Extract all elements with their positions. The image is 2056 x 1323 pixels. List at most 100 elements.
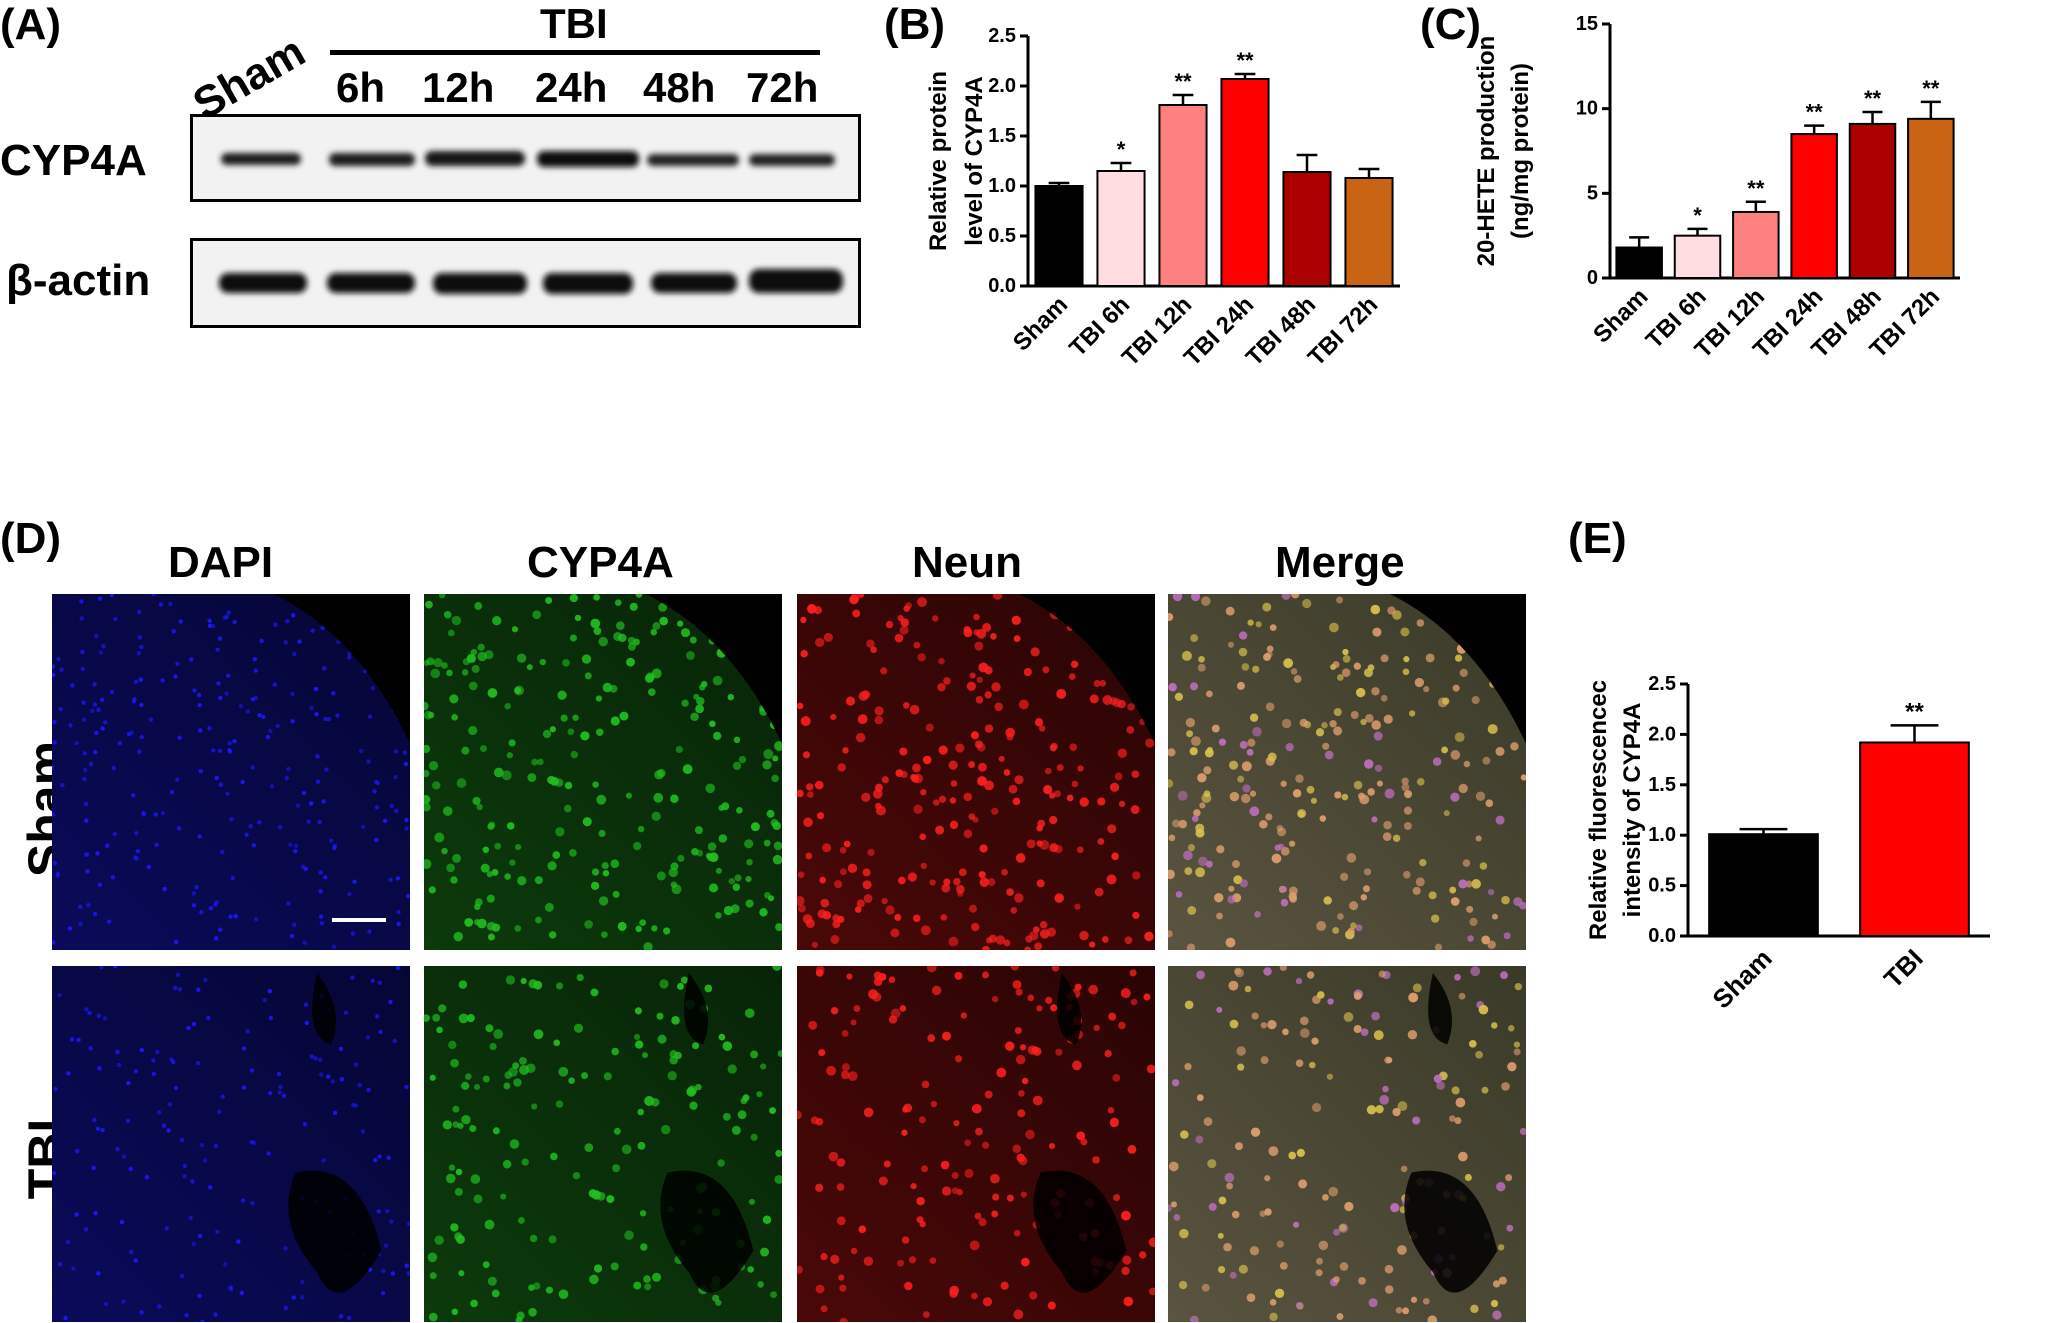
cell xyxy=(1299,1016,1309,1026)
cell xyxy=(870,646,877,654)
cell xyxy=(1299,1028,1310,1038)
cell xyxy=(1441,746,1449,754)
cell xyxy=(1247,738,1256,747)
cell xyxy=(295,803,301,809)
cell xyxy=(991,682,1001,692)
cell xyxy=(1519,1127,1526,1136)
cell xyxy=(1036,1005,1043,1012)
cell xyxy=(1318,1240,1329,1251)
cell xyxy=(389,803,394,809)
cell xyxy=(1296,1148,1305,1158)
cell xyxy=(313,686,319,692)
cell xyxy=(191,891,197,896)
cell xyxy=(569,849,577,857)
cell xyxy=(552,851,561,859)
cell xyxy=(589,1274,599,1285)
cell xyxy=(103,1301,109,1307)
cell xyxy=(226,610,232,615)
cell xyxy=(306,819,311,824)
cell xyxy=(627,642,636,651)
cell xyxy=(493,767,504,778)
cell xyxy=(353,1062,359,1067)
cell xyxy=(1344,1201,1354,1212)
cell xyxy=(151,1058,156,1063)
cell xyxy=(547,861,557,871)
cell xyxy=(56,656,61,662)
cell xyxy=(78,921,83,926)
cell xyxy=(326,717,331,722)
cell xyxy=(1196,970,1205,980)
cell xyxy=(569,594,578,603)
cell xyxy=(969,672,976,679)
cell xyxy=(284,775,290,781)
cell xyxy=(1339,1262,1349,1271)
cell xyxy=(1285,742,1294,752)
cell xyxy=(904,1281,913,1291)
cell xyxy=(1279,966,1287,972)
cell xyxy=(111,765,116,771)
cell xyxy=(1336,674,1344,681)
cell xyxy=(248,824,253,829)
cell xyxy=(215,647,220,652)
cell xyxy=(737,1110,747,1120)
cell xyxy=(194,884,199,890)
cell xyxy=(913,804,923,814)
cell xyxy=(878,1176,888,1186)
cell xyxy=(899,625,909,635)
cell xyxy=(745,899,754,908)
cell xyxy=(519,1065,530,1075)
cell xyxy=(1341,793,1349,801)
cell xyxy=(709,720,716,728)
cell xyxy=(450,1223,459,1232)
cell xyxy=(1379,1094,1390,1105)
cell xyxy=(1089,941,1096,948)
cell xyxy=(202,1158,208,1163)
cell xyxy=(890,928,900,938)
cell xyxy=(450,1058,459,1068)
y-tick-label: 0.0 xyxy=(1648,925,1676,947)
cell xyxy=(377,980,382,986)
cell xyxy=(1401,777,1409,785)
bar xyxy=(1708,833,1819,937)
tissue-edge xyxy=(1389,594,1526,744)
cell xyxy=(1397,1245,1407,1255)
cell xyxy=(998,755,1005,762)
cell xyxy=(1180,1130,1189,1139)
cell xyxy=(885,620,894,629)
lesion xyxy=(288,1170,382,1293)
cell xyxy=(1332,927,1340,934)
bar xyxy=(1790,133,1838,279)
cell xyxy=(207,623,213,629)
cell xyxy=(461,669,469,676)
cell xyxy=(813,606,822,615)
blot-actin-bands xyxy=(219,269,843,294)
cell xyxy=(581,1072,589,1080)
cell xyxy=(797,1110,802,1120)
cell xyxy=(953,877,961,886)
y-tick-label: 2.5 xyxy=(988,25,1016,47)
cell xyxy=(1295,1302,1303,1309)
cell xyxy=(819,876,827,884)
cell xyxy=(308,801,314,806)
cell xyxy=(908,1256,917,1264)
cell xyxy=(549,726,556,733)
cell xyxy=(262,997,268,1003)
fluorescence-sham-dapi-image xyxy=(52,594,410,950)
cell xyxy=(1014,893,1024,903)
cell xyxy=(1432,757,1442,766)
cell xyxy=(429,1272,437,1280)
cell xyxy=(245,1029,250,1034)
cell xyxy=(1237,1063,1245,1071)
cell xyxy=(958,868,967,877)
cell xyxy=(1023,667,1032,677)
cell xyxy=(695,704,705,714)
cell xyxy=(590,618,601,629)
cell xyxy=(598,829,606,837)
cell xyxy=(318,1072,324,1077)
cell xyxy=(473,1194,483,1204)
cell xyxy=(1069,743,1078,752)
cell xyxy=(390,1271,395,1276)
band-actin-48h xyxy=(651,273,737,293)
cell xyxy=(1048,1143,1055,1150)
